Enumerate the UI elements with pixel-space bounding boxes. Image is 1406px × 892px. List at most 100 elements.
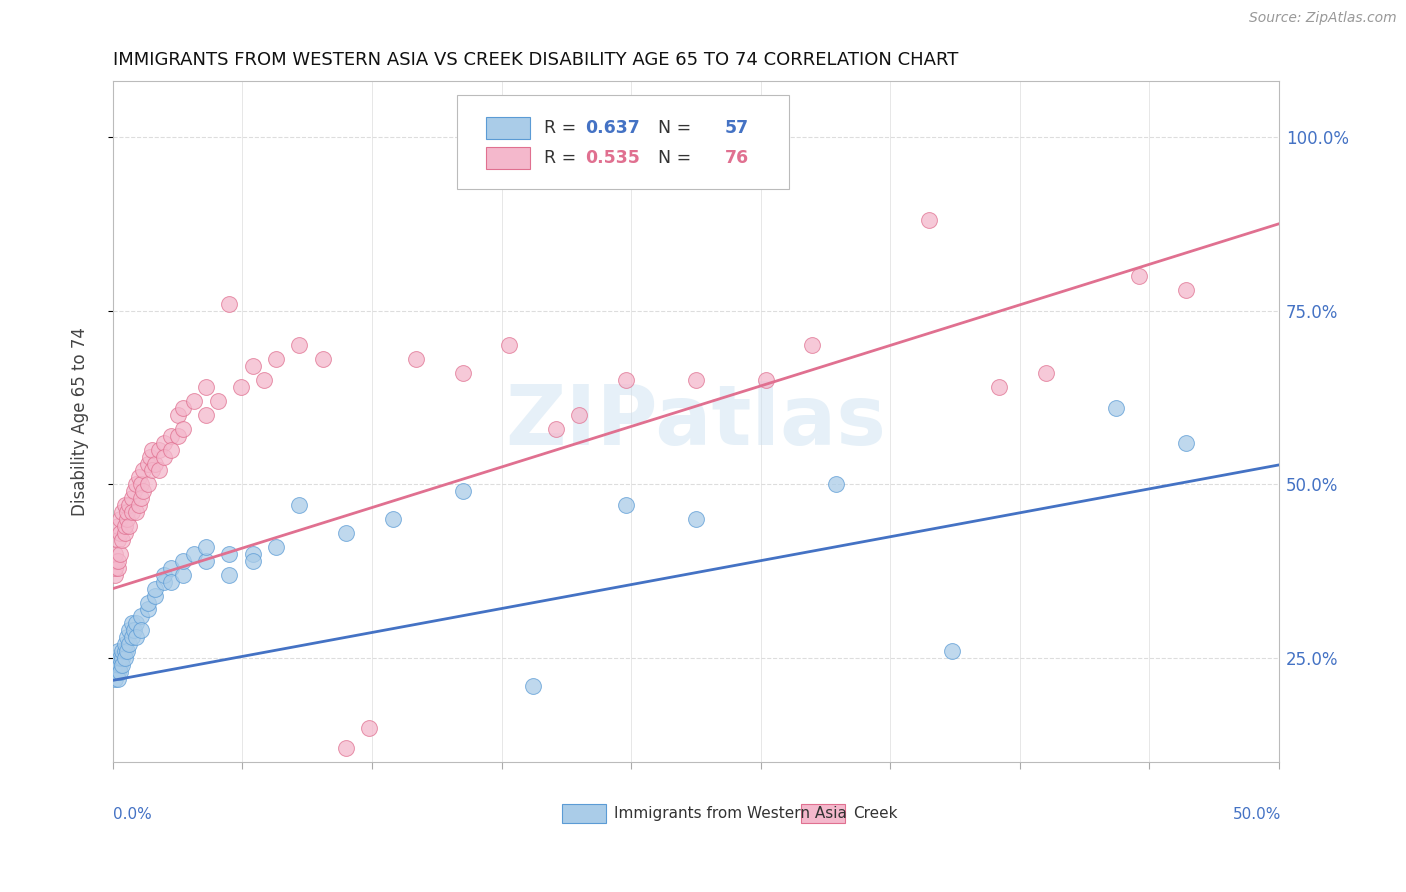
Point xyxy=(132,484,155,499)
Point xyxy=(108,547,131,561)
Point xyxy=(242,547,264,561)
Point xyxy=(114,644,136,658)
Point xyxy=(253,373,276,387)
Point xyxy=(614,498,637,512)
Point xyxy=(104,658,127,673)
Point xyxy=(988,380,1011,394)
Text: 76: 76 xyxy=(725,149,749,167)
Point xyxy=(129,609,152,624)
Point xyxy=(148,442,170,457)
Point xyxy=(1035,366,1057,380)
Point xyxy=(160,442,183,457)
Point xyxy=(104,561,127,575)
Point xyxy=(107,672,129,686)
Point xyxy=(148,463,170,477)
Point xyxy=(218,296,240,310)
Point xyxy=(264,540,287,554)
Point xyxy=(115,644,138,658)
FancyBboxPatch shape xyxy=(486,146,530,169)
Point xyxy=(172,401,194,415)
Point xyxy=(143,582,166,596)
Point xyxy=(111,644,134,658)
Point xyxy=(104,554,127,568)
Point xyxy=(801,338,824,352)
Text: 50.0%: 50.0% xyxy=(1233,806,1281,822)
Point xyxy=(229,380,252,394)
Point xyxy=(172,422,194,436)
Point xyxy=(115,512,138,526)
Point xyxy=(121,505,143,519)
Point xyxy=(129,624,152,638)
Point xyxy=(104,665,127,679)
Point xyxy=(218,547,240,561)
Point xyxy=(108,651,131,665)
Point xyxy=(121,491,143,506)
Point xyxy=(183,547,205,561)
Text: N =: N = xyxy=(647,149,696,167)
Point xyxy=(172,554,194,568)
Text: 0.637: 0.637 xyxy=(585,119,640,136)
Point xyxy=(125,616,148,631)
Point xyxy=(167,429,190,443)
Point xyxy=(522,679,544,693)
Point xyxy=(1174,283,1197,297)
Point xyxy=(143,589,166,603)
Point xyxy=(114,637,136,651)
Text: Immigrants from Western Asia: Immigrants from Western Asia xyxy=(614,806,848,821)
Point xyxy=(614,373,637,387)
Point xyxy=(107,658,129,673)
Point xyxy=(544,422,567,436)
Point xyxy=(129,477,152,491)
Text: Creek: Creek xyxy=(853,806,898,821)
Point xyxy=(107,644,129,658)
Point xyxy=(111,651,134,665)
Point xyxy=(167,408,190,422)
Point xyxy=(136,457,159,471)
Point xyxy=(104,547,127,561)
Point xyxy=(118,624,141,638)
Point xyxy=(685,512,707,526)
Point xyxy=(195,408,218,422)
Point xyxy=(139,450,162,464)
Point xyxy=(114,519,136,533)
Point xyxy=(125,630,148,644)
Point xyxy=(153,435,176,450)
Point xyxy=(122,484,145,499)
Point xyxy=(115,630,138,644)
Point xyxy=(125,505,148,519)
Point xyxy=(114,526,136,541)
Point xyxy=(114,651,136,665)
Point xyxy=(141,442,163,457)
Point xyxy=(451,366,474,380)
Point xyxy=(195,380,218,394)
Point xyxy=(107,519,129,533)
Point xyxy=(121,616,143,631)
Point xyxy=(312,352,335,367)
Point xyxy=(1128,268,1150,283)
Point xyxy=(451,484,474,499)
Point xyxy=(107,533,129,547)
Point xyxy=(108,526,131,541)
Point xyxy=(121,630,143,644)
FancyBboxPatch shape xyxy=(562,804,606,823)
Point xyxy=(288,338,311,352)
Point xyxy=(104,567,127,582)
Text: 57: 57 xyxy=(725,119,749,136)
Point xyxy=(755,373,778,387)
Point xyxy=(288,498,311,512)
Point xyxy=(132,463,155,477)
Y-axis label: Disability Age 65 to 74: Disability Age 65 to 74 xyxy=(72,327,89,516)
Point xyxy=(128,470,150,484)
Point xyxy=(108,512,131,526)
Point xyxy=(498,338,520,352)
Point xyxy=(107,665,129,679)
Point xyxy=(153,574,176,589)
Text: R =: R = xyxy=(544,119,582,136)
Point xyxy=(136,595,159,609)
Point xyxy=(160,429,183,443)
FancyBboxPatch shape xyxy=(457,95,789,189)
Point xyxy=(685,373,707,387)
Point xyxy=(122,624,145,638)
Point xyxy=(160,561,183,575)
Point xyxy=(118,519,141,533)
